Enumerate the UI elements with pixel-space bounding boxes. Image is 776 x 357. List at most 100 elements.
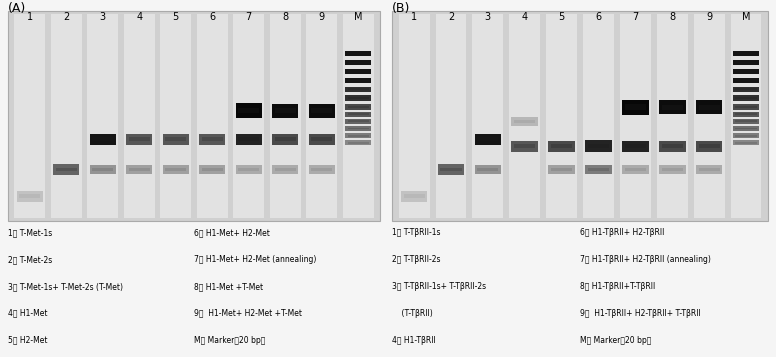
Bar [698,105,720,110]
Text: 3： T-TβRII-1s+ T-TβRII-2s: 3： T-TβRII-1s+ T-TβRII-2s [392,282,486,291]
Text: 3： T-Met-1s+ T-Met-2s (T-Met): 3： T-Met-1s+ T-Met-2s (T-Met) [8,282,123,291]
Bar [585,165,611,174]
Bar [696,100,722,114]
Bar [585,140,611,152]
Bar [588,144,609,149]
Bar [163,134,189,145]
Bar [199,134,225,145]
Bar [309,104,335,118]
Bar [348,79,369,81]
Bar [696,141,722,152]
Text: 9：  H1-TβRII+ H2-TβRII+ T-TβRII: 9： H1-TβRII+ H2-TβRII+ T-TβRII [580,309,701,318]
Bar [165,168,186,171]
Bar [511,141,538,152]
Bar [656,14,688,218]
Bar [348,61,369,64]
Bar [662,145,683,148]
Bar [236,134,262,145]
Bar [733,77,759,83]
Bar [197,14,227,218]
Text: 6： H1-Met+ H2-Met: 6： H1-Met+ H2-Met [194,228,270,237]
Text: 3: 3 [485,12,491,22]
Text: M: M [354,12,362,22]
Bar [514,145,535,148]
Bar [348,88,369,90]
Bar [622,165,649,174]
Bar [698,145,720,148]
Bar [275,168,296,171]
Bar [270,14,300,218]
Bar [404,195,424,198]
Bar [736,113,757,115]
Bar [736,88,757,90]
Bar [8,11,380,221]
Bar [199,165,225,174]
Bar [348,70,369,72]
Bar [307,14,337,218]
Text: 4： H1-TβRII: 4： H1-TβRII [392,336,435,345]
Bar [126,165,152,174]
Bar [129,168,150,171]
Bar [348,97,369,99]
Bar [124,14,154,218]
Text: 2: 2 [448,12,454,22]
Bar [15,14,45,218]
Bar [736,142,757,144]
Text: 1: 1 [411,12,417,22]
Bar [129,137,150,141]
Bar [345,60,372,65]
Bar [272,134,299,145]
Bar [733,126,759,131]
Bar [238,137,259,141]
Bar [165,137,186,141]
Bar [311,168,332,171]
Text: 1： T-Met-1s: 1： T-Met-1s [8,228,52,237]
Bar [202,168,223,171]
Bar [733,111,759,117]
Bar [16,191,43,202]
Text: 7: 7 [632,12,639,22]
Text: 5: 5 [559,12,565,22]
Bar [549,165,575,174]
Bar [698,168,720,171]
Bar [345,77,372,83]
Bar [345,140,372,146]
Text: M： Marker（20 bp）: M： Marker（20 bp） [194,336,265,345]
Bar [345,111,372,117]
Bar [202,137,223,141]
Bar [733,86,759,92]
Bar [272,165,299,174]
Bar [736,127,757,130]
Bar [92,137,113,141]
Bar [588,168,609,171]
Bar [311,137,332,141]
Bar [477,168,498,171]
Text: 2: 2 [63,12,69,22]
Bar [345,104,372,110]
Text: 5： H2-Met: 5： H2-Met [8,336,47,345]
Bar [549,141,575,152]
Bar [583,14,614,218]
Bar [475,134,501,145]
Bar [238,168,259,171]
Bar [511,117,538,126]
Bar [662,168,683,171]
Bar [348,106,369,108]
Bar [272,104,299,118]
Text: 4: 4 [136,12,142,22]
Text: 8： H1-Met +T-Met: 8： H1-Met +T-Met [194,282,263,291]
Bar [343,14,373,218]
Bar [348,52,369,55]
Bar [730,14,761,218]
Bar [348,113,369,115]
Text: 4： H1-Met: 4： H1-Met [8,309,47,318]
Bar [56,168,77,171]
Bar [473,14,504,218]
Bar [438,164,464,175]
Bar [736,120,757,122]
Bar [509,14,540,218]
Text: 6: 6 [595,12,601,22]
Bar [733,133,759,138]
Bar [345,51,372,56]
Bar [659,141,685,152]
